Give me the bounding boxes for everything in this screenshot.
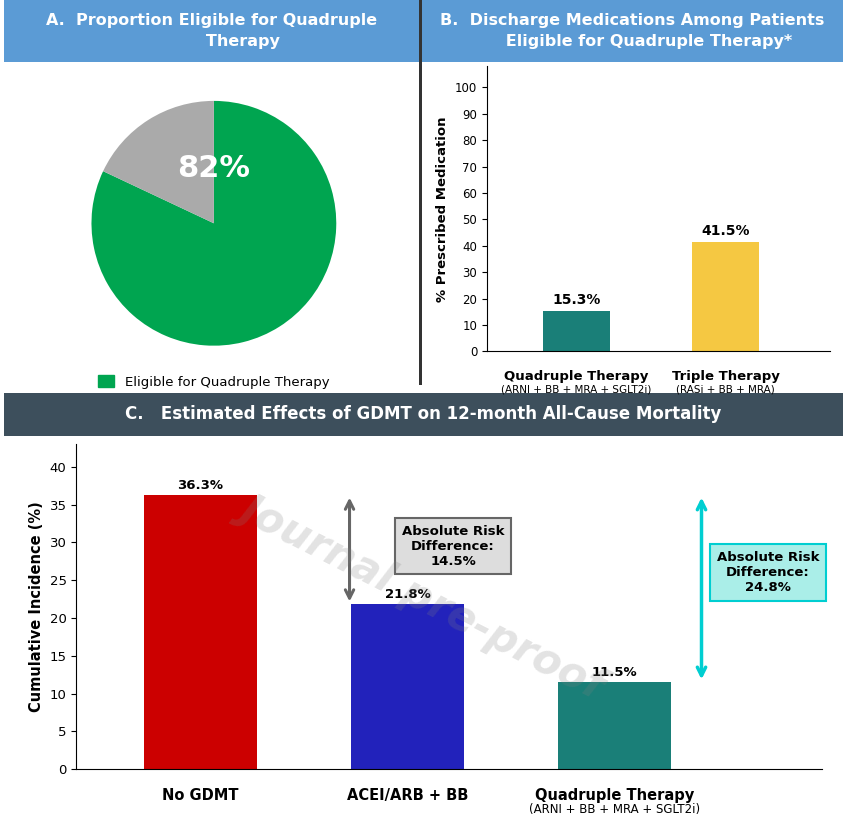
Text: 11.5%: 11.5% bbox=[592, 667, 637, 679]
Text: (RASi + BB + MRA): (RASi + BB + MRA) bbox=[676, 385, 775, 394]
Text: 36.3%: 36.3% bbox=[178, 479, 224, 492]
Y-axis label: Cumulative Incidence (%): Cumulative Incidence (%) bbox=[29, 501, 44, 712]
Text: 15.3%: 15.3% bbox=[552, 293, 601, 307]
Text: C.   Estimated Effects of GDMT on 12-month All-Cause Mortality: C. Estimated Effects of GDMT on 12-month… bbox=[125, 405, 722, 423]
Text: 82%: 82% bbox=[177, 154, 251, 183]
Bar bbox=[351, 605, 464, 769]
Text: B.  Discharge Medications Among Patients
      Eligible for Quadruple Therapy*: B. Discharge Medications Among Patients … bbox=[440, 13, 824, 49]
Text: Absolute Risk
Difference:
24.8%: Absolute Risk Difference: 24.8% bbox=[717, 551, 819, 594]
Bar bbox=[692, 241, 759, 351]
Legend: Eligible for Quadruple Therapy: Eligible for Quadruple Therapy bbox=[93, 370, 335, 394]
Wedge shape bbox=[91, 101, 336, 346]
Text: ACEI/ARB + BB: ACEI/ARB + BB bbox=[346, 788, 468, 803]
Text: Quadruple Therapy: Quadruple Therapy bbox=[504, 370, 649, 383]
Text: (ARNI + BB + MRA + SGLT2i): (ARNI + BB + MRA + SGLT2i) bbox=[501, 385, 651, 394]
Bar bbox=[557, 682, 672, 769]
Text: A.  Proportion Eligible for Quadruple
           Therapy: A. Proportion Eligible for Quadruple The… bbox=[47, 13, 377, 49]
Text: Triple Therapy: Triple Therapy bbox=[672, 370, 779, 383]
Bar bbox=[543, 311, 610, 351]
Text: (ARNI + BB + MRA + SGLT2i): (ARNI + BB + MRA + SGLT2i) bbox=[529, 803, 700, 816]
Text: Absolute Risk
Difference:
14.5%: Absolute Risk Difference: 14.5% bbox=[401, 524, 504, 567]
Text: 21.8%: 21.8% bbox=[385, 588, 430, 601]
Wedge shape bbox=[103, 101, 214, 223]
Text: 41.5%: 41.5% bbox=[701, 224, 750, 238]
Text: Journal pre-proof: Journal pre-proof bbox=[235, 485, 612, 705]
Y-axis label: % Prescribed Medication: % Prescribed Medication bbox=[436, 116, 450, 302]
Text: No GDMT: No GDMT bbox=[163, 788, 239, 803]
Text: Quadruple Therapy: Quadruple Therapy bbox=[535, 788, 695, 803]
Bar bbox=[143, 495, 257, 769]
